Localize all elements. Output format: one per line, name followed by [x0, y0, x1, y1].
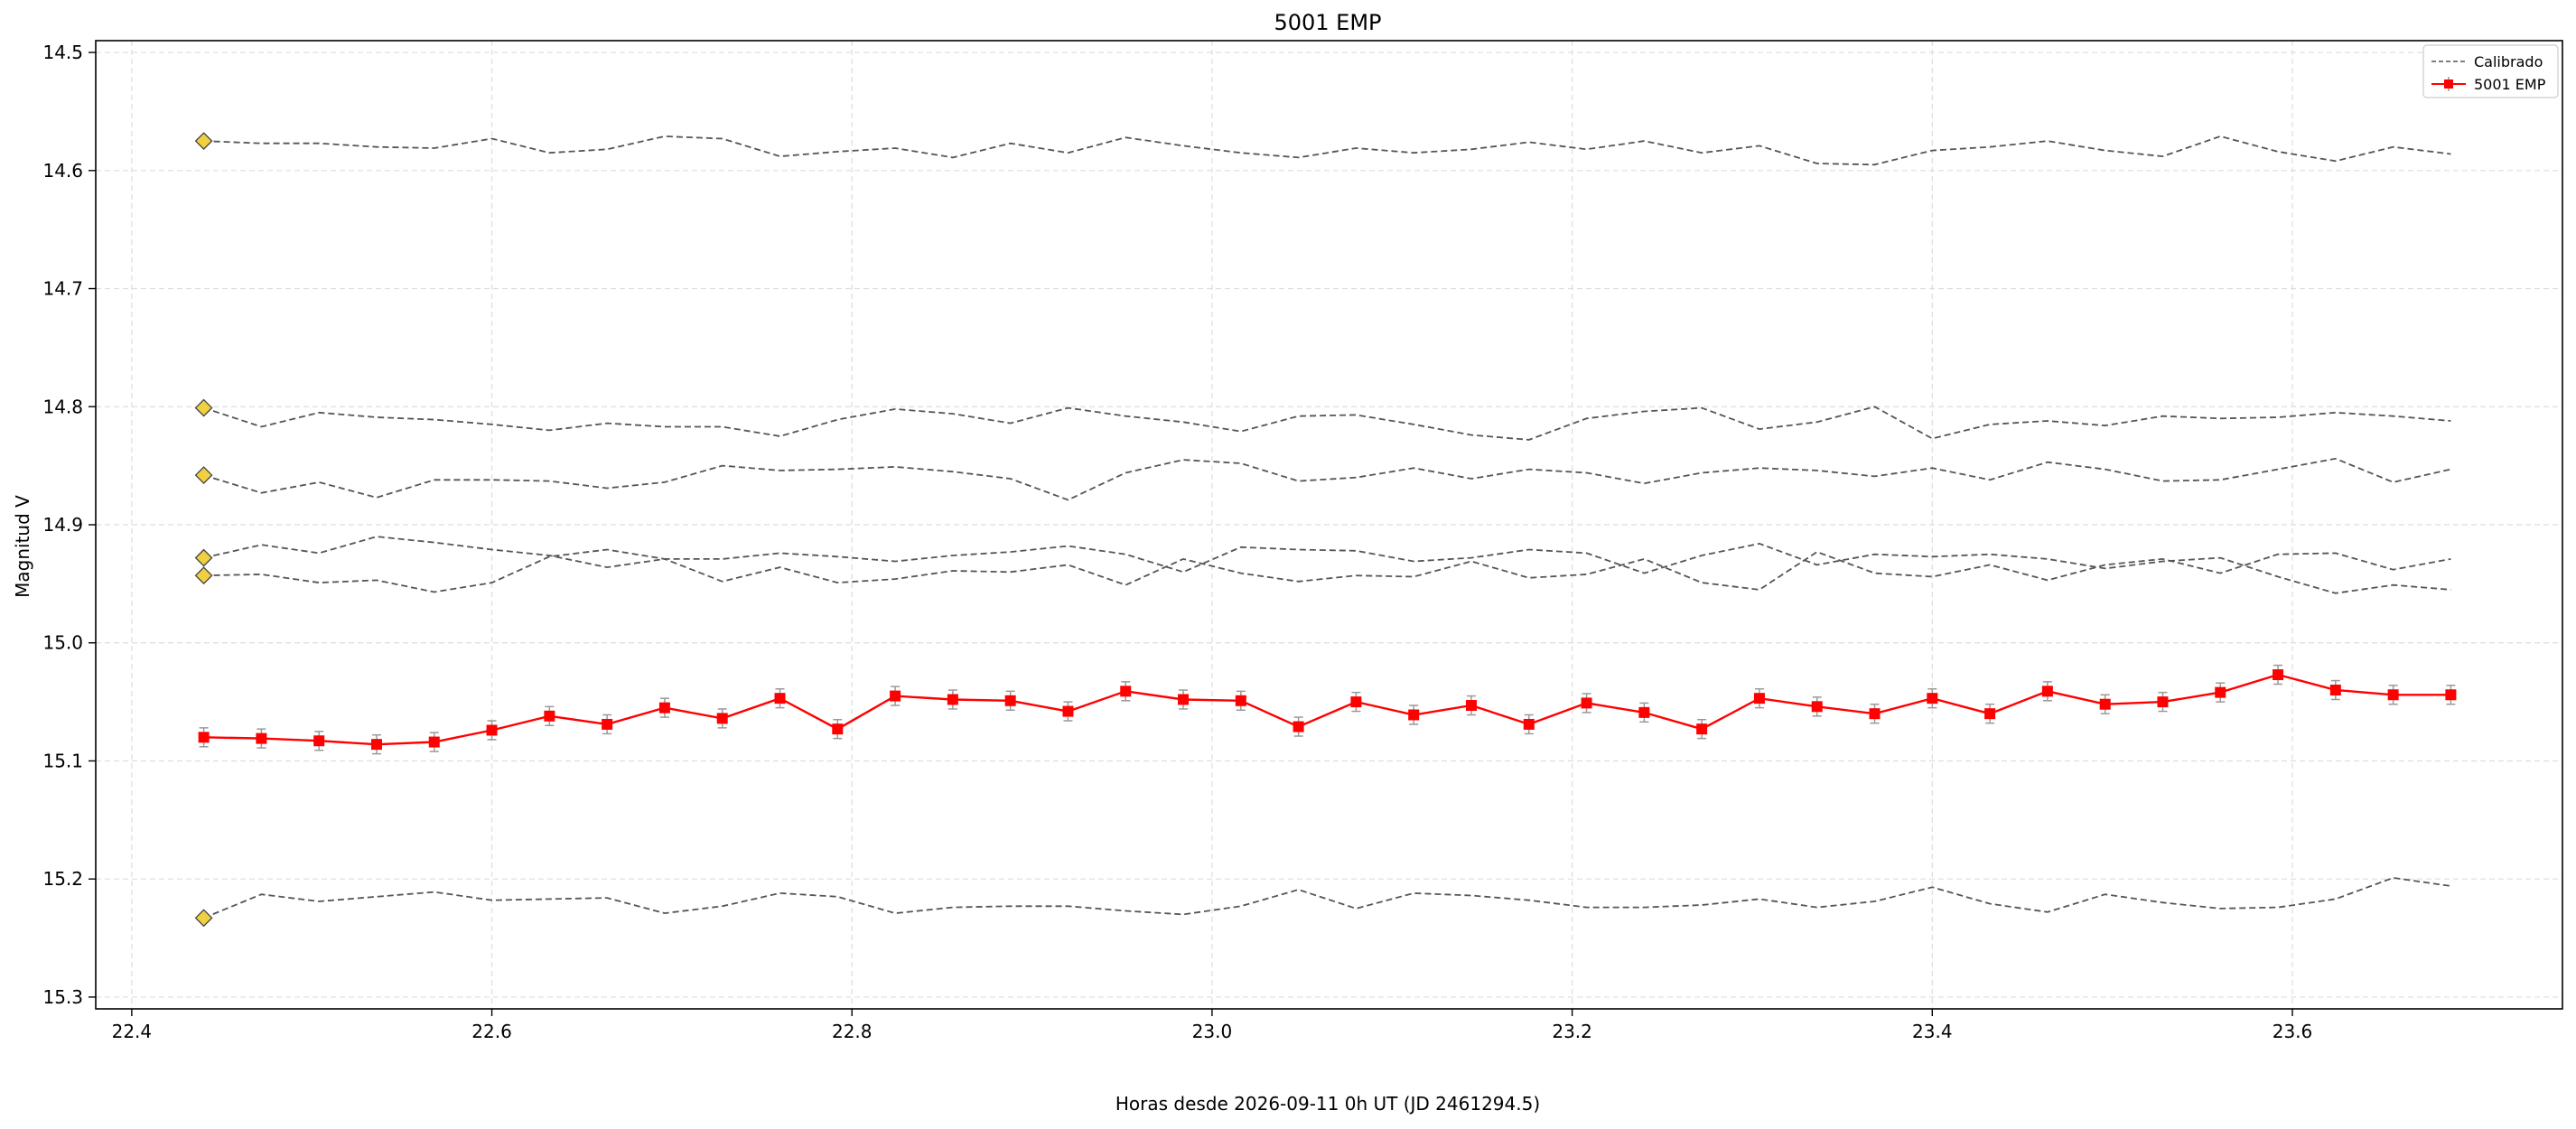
reference-diamond-marker	[194, 566, 213, 585]
x-tick-label: 23.4	[1912, 1021, 1953, 1042]
y-tick-label: 15.1	[42, 750, 83, 771]
target-point	[774, 693, 786, 704]
reference-diamond-marker	[194, 466, 213, 485]
x-tick-label: 22.4	[112, 1021, 153, 1042]
legend-calibrado-label: Calibrado	[2474, 53, 2543, 70]
target-line	[203, 673, 2451, 746]
target-point	[658, 702, 670, 714]
target-point	[1753, 693, 1765, 704]
target-point	[198, 732, 210, 743]
x-axis-label: Horas desde 2026-09-11 0h UT (JD 2461294…	[1115, 1093, 1540, 1115]
reference-diamond-marker	[194, 132, 213, 151]
target-point	[1927, 693, 1938, 704]
target-point	[2273, 669, 2284, 681]
target-point	[602, 718, 613, 730]
legend: Calibrado 5001 EMP	[2422, 44, 2559, 98]
target-point	[1293, 721, 1304, 732]
target-point	[716, 713, 728, 724]
chart-title: 5001 EMP	[1274, 10, 1381, 35]
target-point	[1523, 718, 1535, 730]
target-point	[2445, 689, 2457, 701]
target-point	[1696, 723, 1708, 735]
target-point	[2099, 698, 2111, 710]
target-point	[1811, 701, 1823, 713]
target-point	[1465, 700, 1477, 712]
y-tick-label: 14.6	[42, 160, 83, 182]
target-point	[1062, 705, 1074, 717]
x-tick-label: 23.0	[1192, 1021, 1233, 1042]
target-point	[1120, 686, 1132, 697]
target-point	[370, 739, 382, 751]
axis-ticks: 22.4 22.6 22.8 23.0 23.2 23.4 23.6 14.5 14.6 14.7…	[42, 42, 2312, 1042]
x-tick-label: 23.2	[1552, 1021, 1592, 1042]
comparison-line-4	[203, 536, 2451, 594]
y-tick-label: 14.5	[42, 42, 83, 63]
target-point	[1408, 709, 1420, 721]
reference-diamond-marker	[194, 548, 213, 567]
y-tick-label: 14.9	[42, 514, 83, 536]
target-point	[832, 723, 844, 735]
target-point	[2329, 685, 2341, 696]
comparison-line-2	[203, 406, 2451, 441]
target-point	[313, 735, 325, 747]
target-point	[428, 736, 440, 748]
target-point	[2387, 689, 2399, 701]
x-tick-label: 22.8	[832, 1021, 873, 1042]
x-tick-label: 22.6	[471, 1021, 512, 1042]
y-tick-label: 15.3	[42, 986, 83, 1008]
target-point	[1178, 694, 1190, 705]
y-tick-label: 14.8	[42, 396, 83, 417]
target-point	[1004, 695, 1016, 706]
x-tick-label: 23.6	[2273, 1021, 2313, 1042]
target-point	[544, 710, 555, 722]
target-point	[256, 732, 267, 744]
reference-diamond-marker	[194, 909, 213, 928]
target-point	[1235, 695, 1246, 706]
target-point	[1350, 696, 1362, 708]
target-point	[1581, 697, 1592, 709]
legend-target-marker	[2444, 79, 2453, 89]
target-point	[947, 694, 958, 705]
target-point	[1984, 708, 1996, 720]
y-axis-label: Magnitud V	[12, 495, 33, 598]
comparison-line-6	[203, 876, 2451, 919]
grid	[96, 41, 2562, 1009]
target-point	[1869, 708, 1881, 720]
target-point	[2157, 696, 2169, 708]
legend-target-label: 5001 EMP	[2474, 76, 2546, 93]
comparison-line-3	[203, 457, 2451, 501]
target-point	[1638, 706, 1650, 718]
y-tick-label: 15.0	[42, 632, 83, 654]
y-tick-label: 14.7	[42, 278, 83, 300]
comparison-line-5	[203, 548, 2451, 593]
target-point	[890, 690, 901, 702]
reference-diamond-marker	[194, 398, 213, 417]
target-point	[486, 724, 498, 736]
target-point	[2215, 686, 2226, 698]
comparison-line-1	[203, 135, 2451, 166]
target-point	[2041, 686, 2053, 697]
y-tick-label: 15.2	[42, 868, 83, 890]
series-layer	[194, 132, 2457, 928]
